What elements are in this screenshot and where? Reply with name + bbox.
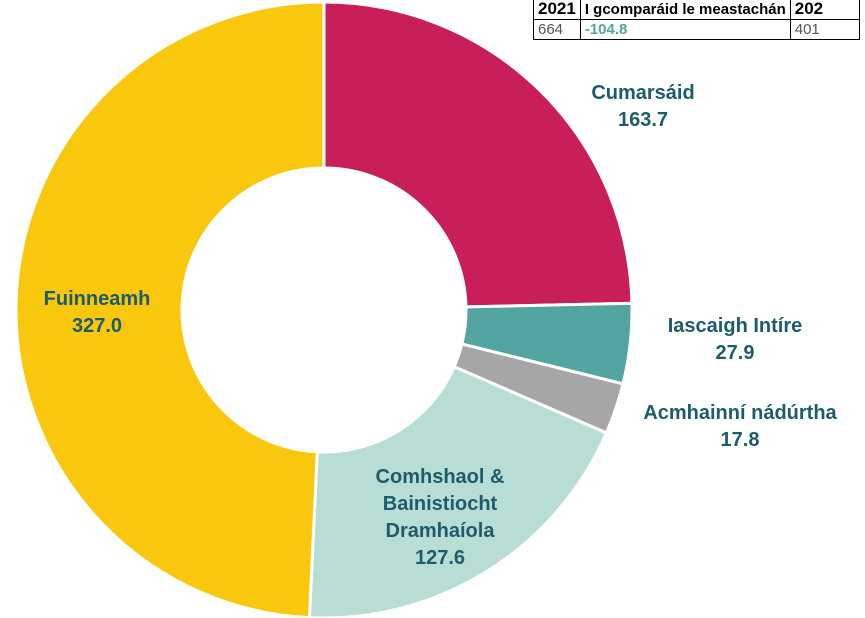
slice-value: 163.7 bbox=[617, 109, 669, 131]
slice-label: Fuinneamh bbox=[43, 288, 151, 310]
slice-label: Comhshaol & Bainistiocht Dramhaíola bbox=[375, 466, 505, 542]
slice-value: 327.0 bbox=[71, 315, 123, 337]
slice-label: Acmhainní nádúrtha bbox=[643, 402, 837, 424]
slice-label: Iascaigh Intíre bbox=[667, 315, 803, 337]
summary-table: 2021 I gcomparáid le meastachán 202 664 … bbox=[533, 0, 860, 40]
table-cell: -104.8 bbox=[579, 19, 791, 40]
table-header: 2021 bbox=[533, 0, 581, 20]
donut-slice bbox=[322, 0, 634, 309]
table-cell: 664 bbox=[533, 19, 581, 40]
slice-label: Cumarsáid bbox=[591, 82, 695, 104]
table-header: 202 bbox=[789, 0, 860, 20]
donut-slice bbox=[14, 0, 326, 618]
slice-value: 17.8 bbox=[720, 429, 760, 451]
slice-value: 127.6 bbox=[414, 547, 466, 569]
table-cell: 401 bbox=[789, 19, 860, 40]
slice-value: 27.9 bbox=[715, 342, 755, 364]
table-header: I gcomparáid le meastachán bbox=[579, 0, 791, 20]
